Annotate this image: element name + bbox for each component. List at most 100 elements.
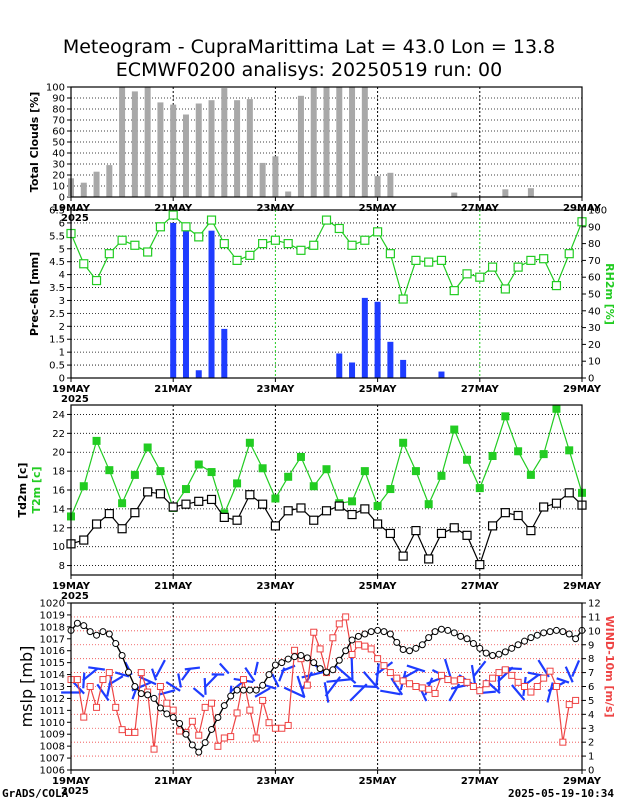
td2m-point: [347, 509, 357, 520]
rh-point: [411, 255, 421, 265]
y-tick-label: 1017: [40, 634, 65, 645]
x-tick-label: 21MAY: [154, 581, 193, 592]
cloud-bar: [502, 189, 509, 197]
t2m-point: [296, 452, 305, 461]
wind-point: [380, 662, 388, 670]
mslp-point: [342, 647, 350, 655]
mslp-point: [559, 628, 567, 636]
td2m-point: [321, 506, 332, 516]
wind-barb: [296, 675, 306, 698]
wind-point: [278, 724, 286, 732]
mslp-point: [540, 629, 548, 637]
cloud-bar: [285, 191, 292, 197]
td2m-point: [309, 515, 319, 525]
mslp-point: [99, 628, 107, 636]
rh-point: [245, 250, 255, 260]
cloud-bar: [106, 165, 113, 197]
cloud-bar: [93, 171, 100, 197]
wind-barb: [390, 677, 404, 696]
wind-point: [559, 738, 567, 746]
y-tick-label: 14: [52, 504, 65, 515]
wind-point: [361, 642, 369, 650]
td2m-point: [155, 489, 166, 499]
rh-point: [181, 222, 191, 232]
wind-point: [131, 728, 139, 736]
wind-point: [489, 674, 497, 682]
mslp-point: [220, 702, 228, 710]
rh-point: [168, 210, 178, 220]
rh-point: [564, 249, 574, 259]
rh-point: [91, 275, 102, 286]
cloud-bar: [361, 87, 368, 197]
cloud-bar: [144, 87, 151, 197]
wind-barb: [82, 667, 99, 682]
mslp-point: [469, 640, 477, 648]
td2m-point: [424, 554, 434, 564]
wind-point: [329, 634, 337, 642]
t2m-point: [309, 482, 318, 491]
wind-barb: [244, 667, 256, 682]
precip-bar: [438, 371, 445, 378]
rh-point: [526, 255, 536, 265]
wind-point: [176, 727, 184, 735]
wind-point: [201, 703, 209, 711]
rh-point: [513, 262, 523, 272]
t2m-point: [130, 470, 139, 479]
mslp-point: [361, 630, 369, 638]
mslp-point: [418, 641, 426, 649]
mslp-point: [316, 665, 324, 673]
x-tick-label: 29MAY: [563, 776, 602, 787]
mslp-point: [463, 635, 471, 643]
wind-point: [265, 719, 273, 727]
wind-barb: [114, 671, 130, 678]
panel-frame: [70, 86, 583, 198]
rh-point: [219, 239, 229, 249]
mslp-point: [239, 686, 247, 694]
footer-left: GrADS/COLA: [2, 787, 69, 800]
wind-point: [399, 677, 407, 685]
wind-point: [188, 717, 196, 725]
precip-bar: [336, 353, 343, 378]
y2-tick-label: 11: [588, 612, 601, 623]
mslp-point: [572, 635, 580, 643]
cloud-bar: [182, 114, 189, 197]
wind-point: [425, 685, 433, 693]
mslp-point: [552, 626, 560, 634]
td2m-point: [168, 502, 178, 512]
t2m-point: [92, 436, 101, 445]
mslp-point: [284, 655, 292, 663]
cloud-bar: [234, 100, 241, 197]
td2m-point: [181, 499, 191, 509]
t2m-point: [258, 464, 267, 473]
wind-barb: [138, 675, 157, 686]
wind-point: [552, 683, 560, 690]
y2-tick-label: 7: [588, 668, 594, 679]
td2m-point: [245, 490, 255, 500]
cloud-bar: [310, 87, 317, 197]
x-tick-label: 29MAY: [563, 203, 602, 214]
y-axis-label: mslp [mb]: [17, 646, 36, 728]
mslp-point: [252, 686, 260, 694]
rh-point: [232, 255, 242, 265]
wind-point: [220, 734, 228, 742]
rh-point: [347, 240, 357, 250]
y-tick-label: 20: [52, 448, 65, 459]
wind-barb: [165, 681, 181, 692]
mslp-point: [406, 647, 414, 655]
mslp-point: [450, 629, 458, 637]
mslp-point: [297, 651, 305, 659]
mslp-point: [227, 692, 235, 700]
t2m-point: [501, 412, 510, 421]
title-line2: ECMWF0200 analisys: 20250519 run: 00: [116, 59, 502, 81]
wind-point: [495, 669, 503, 677]
precip-bar: [221, 328, 228, 378]
wind-point: [367, 645, 375, 653]
panel-frame: [70, 209, 583, 379]
panel-precipitation-humidity: 0 0.5 1 1.5 2 2.5 3 3.5 4 4.5 5 5.5 66.5 0 10 20 30 40 50 6…: [28, 206, 616, 406]
wind-barb: [283, 686, 306, 699]
t2m-point: [271, 494, 280, 503]
mslp-point: [374, 626, 382, 634]
y-tick-label: 70: [52, 116, 65, 127]
wind-point: [521, 683, 529, 690]
